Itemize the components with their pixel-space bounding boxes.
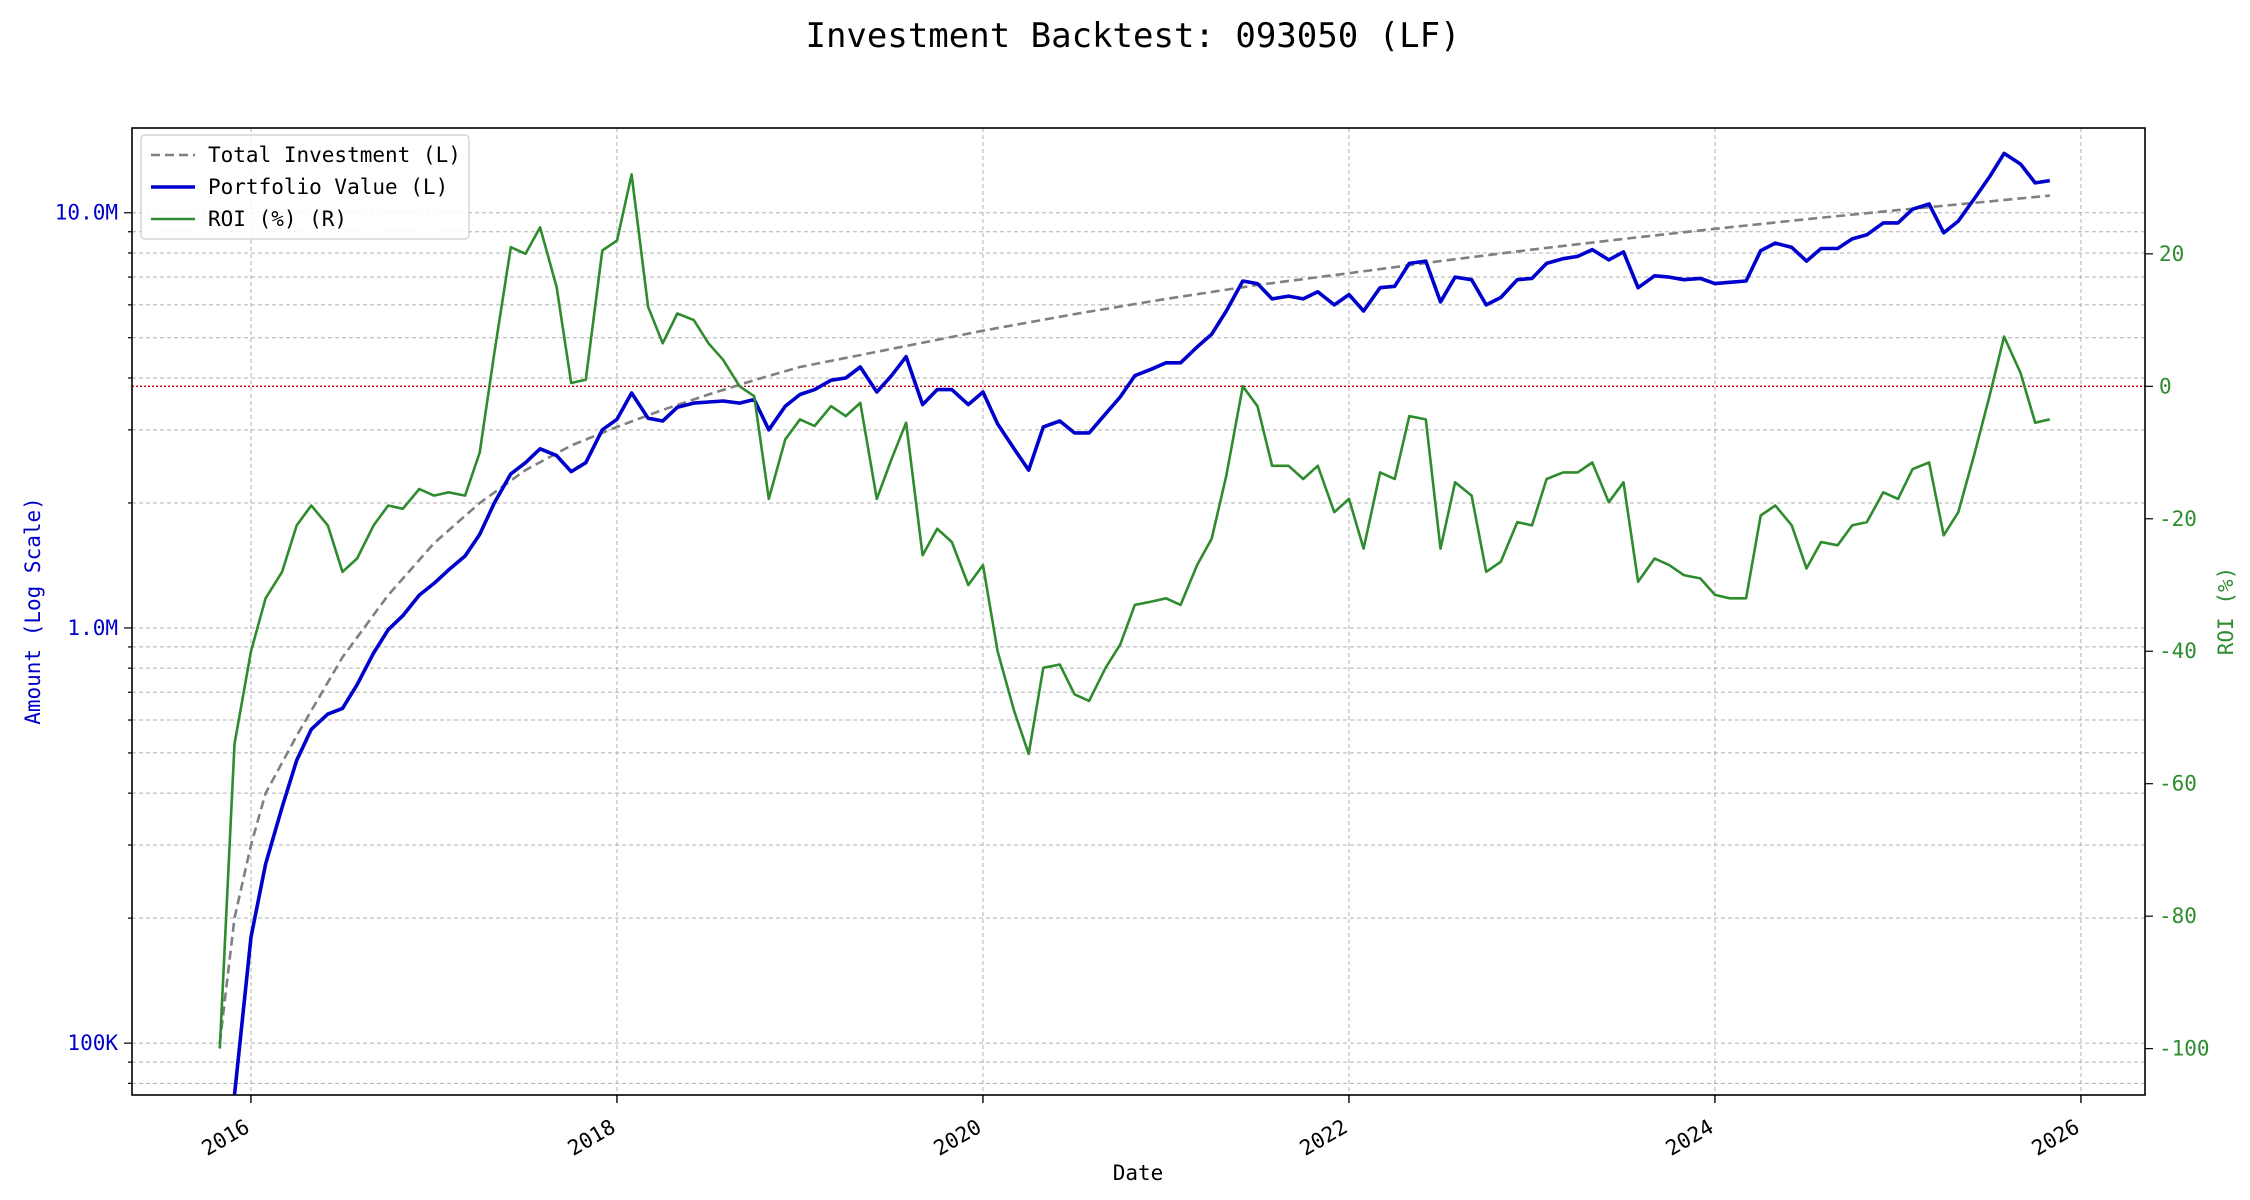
- x-axis-label: Date: [1113, 1161, 1164, 1185]
- y-left-tick-label: 10.0M: [55, 201, 118, 225]
- y-right-tick-label: -40: [2159, 639, 2197, 663]
- x-tick-label: 2022: [1296, 1115, 1352, 1161]
- y-axis-right-label: ROI (%): [2214, 567, 2238, 656]
- grid-lines: [132, 128, 2145, 1095]
- x-tick-label: 2024: [1662, 1115, 1718, 1161]
- y-right-tick-label: -20: [2159, 507, 2197, 531]
- y-right-tick-label: 0: [2159, 374, 2172, 398]
- y-axis-left-label: Amount (Log Scale): [21, 497, 45, 725]
- y-right-tick-label: -80: [2159, 904, 2197, 928]
- plot-area: [132, 151, 2145, 1095]
- x-tick-label: 2016: [198, 1115, 254, 1161]
- x-tick-label: 2018: [564, 1115, 620, 1161]
- legend-label: ROI (%) (R): [208, 207, 347, 231]
- y-left-tick-label: 1.0M: [67, 616, 118, 640]
- axes: 2016 2018 2020 2022 2024 2026 100K 1.0M 10.0M 20 0…: [55, 201, 2210, 1161]
- legend: Total Investment (L) Portfolio Value (L) R…: [140, 134, 470, 240]
- roi-line: [218, 173, 2051, 1049]
- y-right-tick-label: -100: [2159, 1037, 2210, 1061]
- y-right-tick-label: 20: [2159, 242, 2184, 266]
- portfolio-value-line: [232, 151, 2051, 1095]
- total-investment-line: [218, 194, 2050, 1044]
- y-left-tick-label: 100K: [67, 1031, 118, 1055]
- legend-label: Total Investment (L): [208, 143, 461, 167]
- x-tick-label: 2026: [2028, 1115, 2084, 1161]
- x-tick-label: 2020: [930, 1115, 986, 1161]
- y-right-tick-label: -60: [2159, 772, 2197, 796]
- plot-frame: [131, 127, 2146, 1096]
- chart-title: Investment Backtest: 093050 (LF): [805, 16, 1460, 56]
- legend-box: [140, 134, 470, 240]
- legend-label: Portfolio Value (L): [208, 175, 448, 199]
